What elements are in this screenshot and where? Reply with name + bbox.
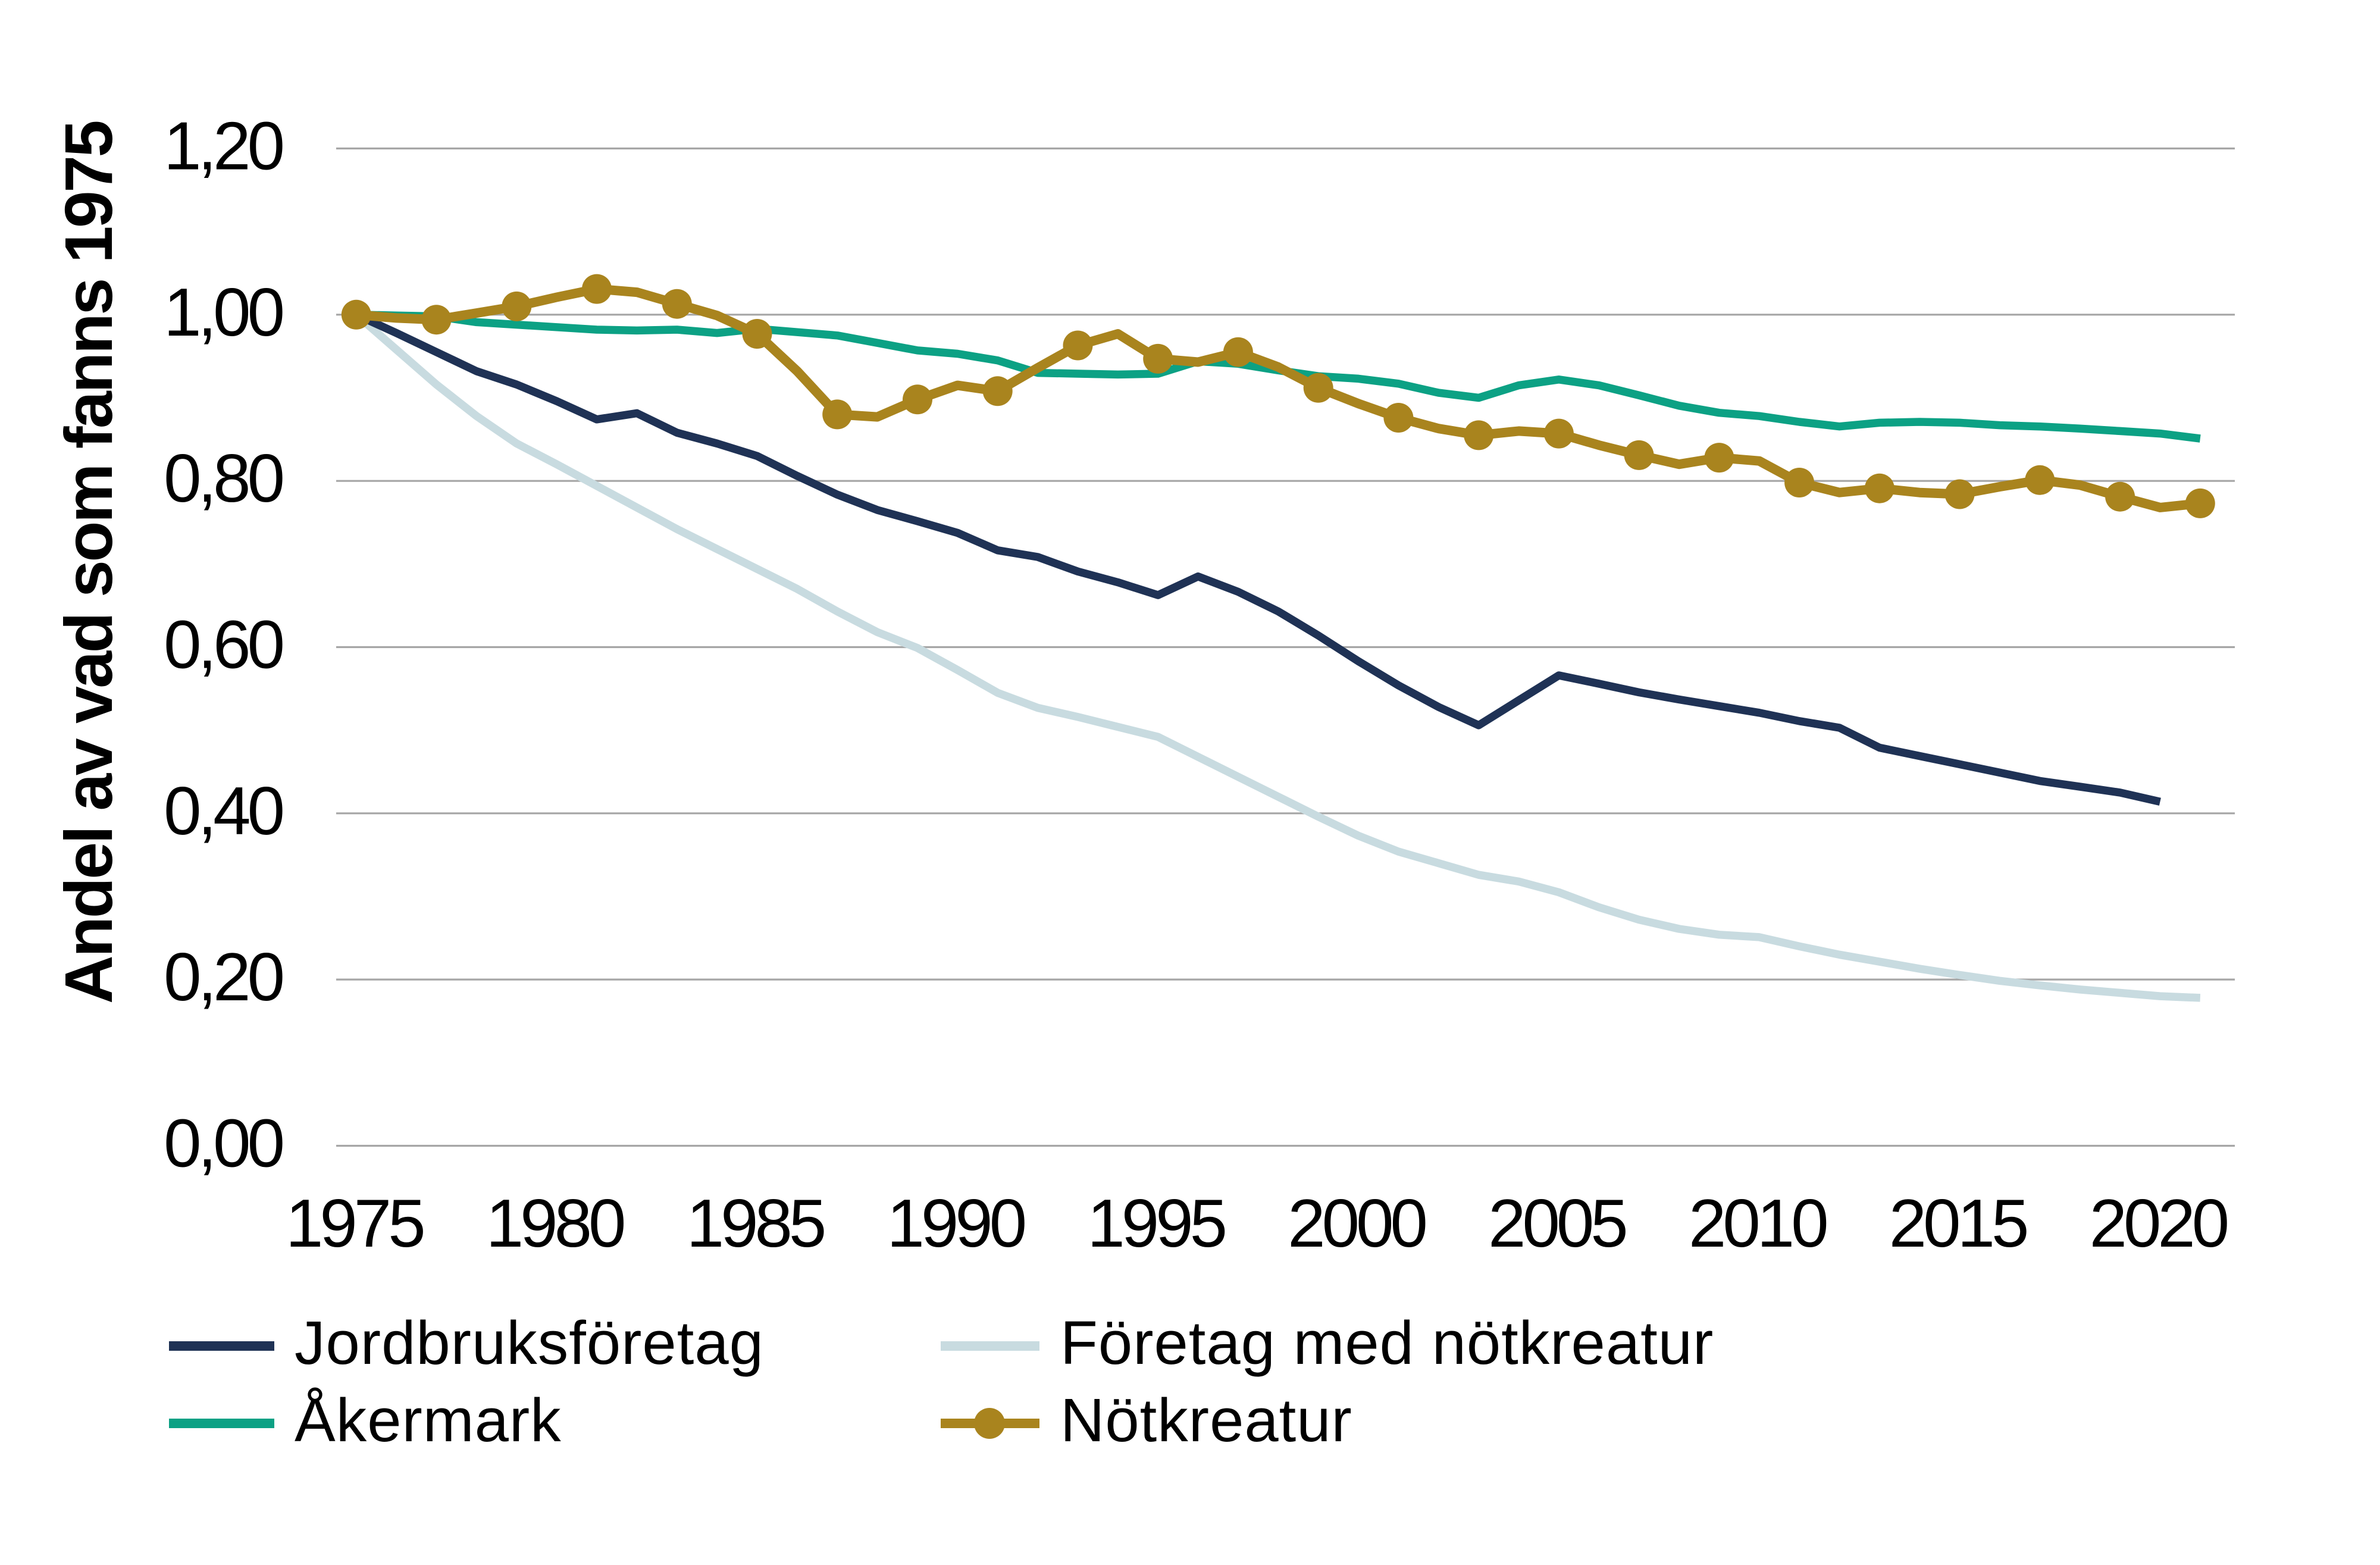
svg-text:2020: 2020 [2090,1186,2227,1262]
svg-text:1,00: 1,00 [164,275,282,350]
svg-text:1995: 1995 [1087,1186,1225,1262]
svg-text:1985: 1985 [687,1186,824,1262]
svg-text:2010: 2010 [1689,1186,1826,1262]
svg-text:Jordbruksföretag: Jordbruksföretag [295,1309,764,1377]
svg-text:0,60: 0,60 [164,608,282,683]
svg-text:0,20: 0,20 [164,940,282,1015]
svg-text:1990: 1990 [887,1186,1024,1262]
svg-text:0,00: 0,00 [164,1106,282,1182]
svg-text:0,40: 0,40 [164,774,282,849]
svg-text:1975: 1975 [286,1186,423,1262]
svg-text:Nötkreatur: Nötkreatur [1060,1386,1352,1454]
svg-text:0,80: 0,80 [164,441,282,517]
svg-text:Andel av vad som fanns 1975: Andel av vad som fanns 1975 [51,121,126,1004]
svg-text:Åkermark: Åkermark [295,1386,562,1454]
svg-text:2005: 2005 [1488,1186,1626,1262]
svg-text:1,20: 1,20 [164,109,282,184]
svg-text:1980: 1980 [486,1186,624,1262]
svg-text:2015: 2015 [1889,1186,2027,1262]
svg-text:Företag med nötkreatur: Företag med nötkreatur [1060,1309,1714,1377]
svg-text:2000: 2000 [1288,1186,1425,1262]
